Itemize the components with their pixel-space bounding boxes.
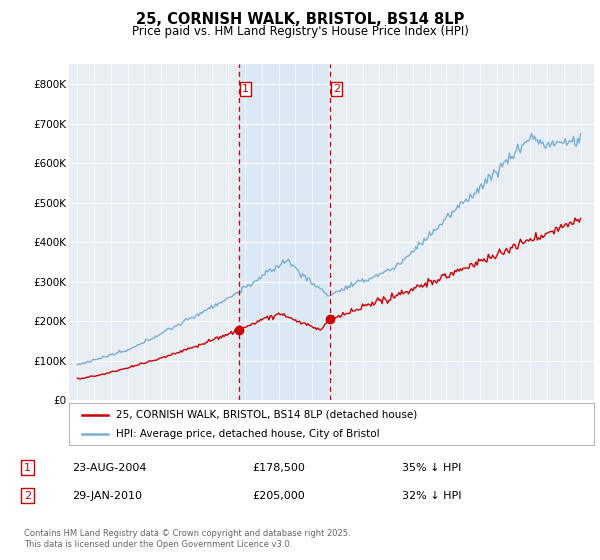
Text: 1: 1 [242, 84, 249, 94]
Text: 23-AUG-2004: 23-AUG-2004 [72, 463, 146, 473]
Text: £178,500: £178,500 [252, 463, 305, 473]
Text: HPI: Average price, detached house, City of Bristol: HPI: Average price, detached house, City… [116, 429, 380, 439]
Text: 2: 2 [333, 84, 340, 94]
Text: 29-JAN-2010: 29-JAN-2010 [72, 491, 142, 501]
Text: 35% ↓ HPI: 35% ↓ HPI [402, 463, 461, 473]
Text: 1: 1 [24, 463, 31, 473]
Text: Price paid vs. HM Land Registry's House Price Index (HPI): Price paid vs. HM Land Registry's House … [131, 25, 469, 38]
Text: 25, CORNISH WALK, BRISTOL, BS14 8LP: 25, CORNISH WALK, BRISTOL, BS14 8LP [136, 12, 464, 27]
Text: 25, CORNISH WALK, BRISTOL, BS14 8LP (detached house): 25, CORNISH WALK, BRISTOL, BS14 8LP (det… [116, 409, 418, 419]
Text: 32% ↓ HPI: 32% ↓ HPI [402, 491, 461, 501]
Text: £205,000: £205,000 [252, 491, 305, 501]
Bar [239, 64, 331, 400]
Text: Contains HM Land Registry data © Crown copyright and database right 2025.
This d: Contains HM Land Registry data © Crown c… [24, 529, 350, 549]
Text: 2: 2 [24, 491, 31, 501]
